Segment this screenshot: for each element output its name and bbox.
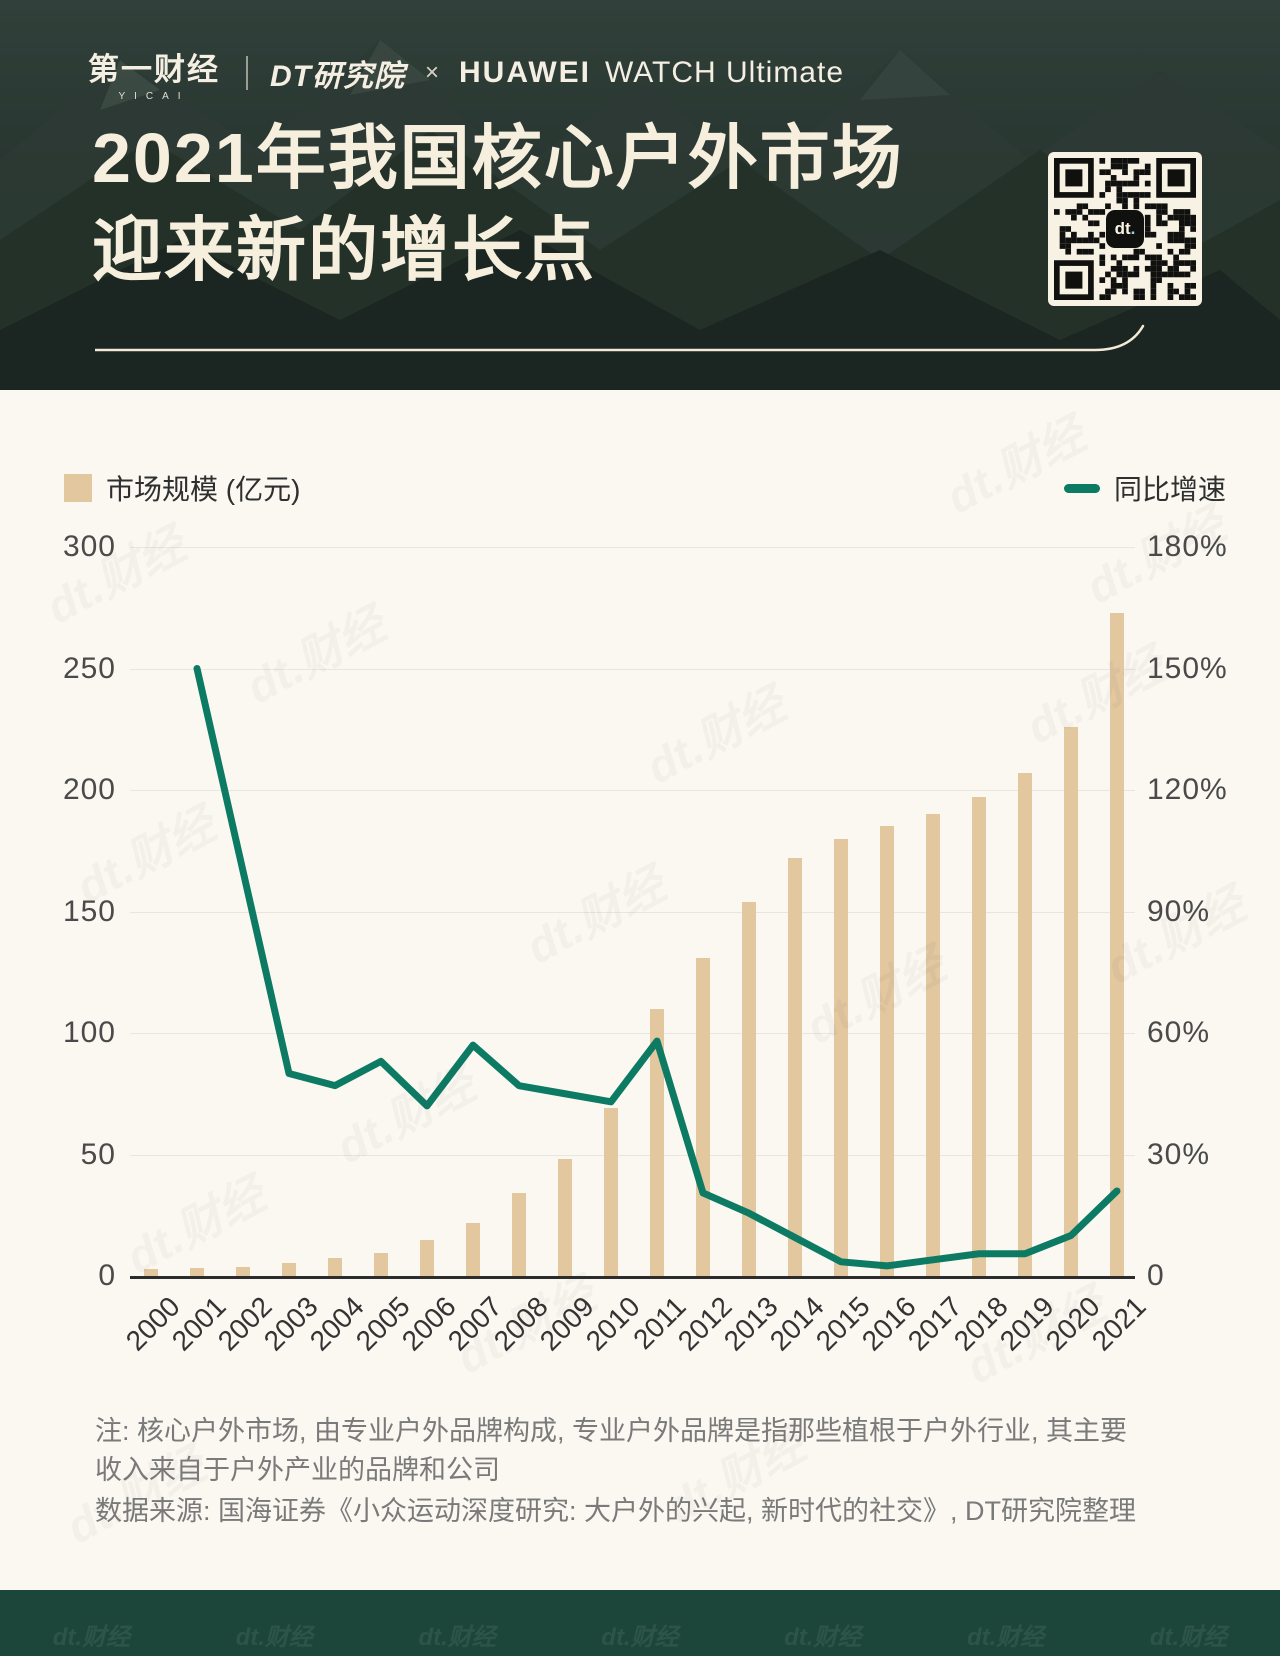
bar-2020: [1064, 726, 1078, 1276]
footnote-line-1: 注: 核心户外市场, 由专业户外品牌构成, 专业户外品牌是指那些植根于户外行业,…: [95, 1416, 1128, 1446]
footer-watermark-2: dt.财经: [418, 1624, 496, 1651]
left-axis-tick-50: 50: [80, 1137, 116, 1171]
bar-2018: [972, 797, 986, 1276]
line-legend-swatch: [1064, 483, 1100, 493]
huawei-product-name: WATCH Ultimate: [605, 56, 845, 89]
right-axis-tick-180%: 180%: [1147, 530, 1228, 563]
bar-2013: [742, 901, 756, 1276]
right-axis-tick-60%: 60%: [1147, 1016, 1211, 1049]
title-separator-line: [95, 324, 1145, 352]
gridline-200: [130, 790, 1135, 791]
qr-center-logo: dt.: [1106, 210, 1144, 248]
bar-2004: [328, 1258, 342, 1276]
left-axis-tick-300: 300: [62, 530, 116, 563]
bar-2010: [604, 1108, 618, 1276]
data-source: 数据来源: 国海证券《小众运动深度研究: 大户外的兴起, 新时代的社交》, DT…: [95, 1496, 1137, 1526]
footer-watermark-6: dt.财经: [1149, 1624, 1228, 1651]
left-axis-tick-250: 250: [62, 651, 116, 685]
left-axis-tick-100: 100: [62, 1016, 116, 1049]
footer-watermark-4: dt.财经: [784, 1624, 862, 1651]
logo-divider: [246, 56, 248, 90]
qr-pattern: [1054, 158, 1196, 300]
footer-watermark-5: dt.财经: [966, 1624, 1045, 1651]
bar-2011: [650, 1008, 664, 1276]
huawei-logo: HUAWEI: [459, 56, 592, 89]
bar-2016: [880, 826, 894, 1276]
bar-2002: [236, 1266, 250, 1276]
right-axis-tick-30%: 30%: [1147, 1137, 1211, 1171]
collab-cross-icon: ×: [425, 59, 440, 86]
footer-watermark-0: dt.财经: [52, 1624, 131, 1651]
bar-2015: [834, 838, 848, 1276]
bar-2008: [512, 1193, 526, 1276]
bar-2014: [788, 858, 802, 1276]
bar-2017: [926, 814, 940, 1276]
title-line-1: 2021年我国核心户外市场: [92, 119, 904, 197]
bar-legend-swatch: [64, 474, 92, 502]
bar-legend-label: 市场规模 (亿元): [106, 474, 301, 505]
qr-code: dt.: [1048, 152, 1202, 306]
bar-2007: [466, 1222, 480, 1276]
gridline-100: [130, 1033, 1135, 1034]
footer-watermark-1: dt.财经: [235, 1624, 313, 1651]
gridline-250: [130, 668, 1135, 670]
poster-title: 2021年我国核心户外市场 迎来新的增长点: [92, 112, 904, 296]
right-axis-tick-150%: 150%: [1147, 651, 1228, 685]
logo-row: 第一财经 YICAI DT研究院 × HUAWEI WATCH Ultimate: [88, 44, 844, 102]
bar-2000: [144, 1268, 158, 1276]
bar-2021: [1110, 612, 1124, 1276]
left-axis-tick-0: 0: [98, 1259, 116, 1292]
yicai-logo: 第一财经 YICAI: [88, 44, 220, 102]
gridline-150: [130, 911, 1135, 913]
left-axis-tick-200: 200: [62, 773, 116, 806]
yicai-logo-text: 第一财经: [88, 52, 220, 87]
right-axis-tick-120%: 120%: [1147, 773, 1228, 806]
footer-watermark-3: dt.财经: [601, 1624, 679, 1651]
footnote: 注: 核心户外市场, 由专业户外品牌构成, 专业户外品牌是指那些植根于户外行业,…: [95, 1412, 1155, 1490]
right-axis-tick-0: 0: [1147, 1259, 1165, 1292]
combo-chart: 300 180% 250 150% 200 120% 150 90% 100 60% 50 30% 0 0…: [0, 500, 1280, 1357]
x-axis-line: [130, 1276, 1135, 1279]
bar-2001: [190, 1267, 204, 1276]
bar-2009: [558, 1159, 572, 1276]
growth-rate-line: [193, 665, 1121, 1270]
header-banner: 第一财经 YICAI DT研究院 × HUAWEI WATCH Ultimate…: [0, 0, 1280, 390]
footer-band: dt.财经 dt.财经 dt.财经 dt.财经 dt.财经 dt.财经 dt.财经: [0, 1590, 1280, 1656]
left-axis-tick-150: 150: [62, 894, 116, 928]
line-legend-label: 同比增速: [1114, 474, 1227, 505]
bar-2003: [282, 1263, 296, 1276]
bar-2006: [420, 1239, 434, 1276]
bar-2019: [1018, 772, 1032, 1276]
legend-growth-rate: 同比增速: [1064, 468, 1226, 508]
yicai-logo-subtext: YICAI: [118, 91, 190, 102]
right-axis-tick-90%: 90%: [1147, 894, 1211, 928]
gridline-300: [130, 547, 1135, 548]
gridline-50: [130, 1154, 1135, 1156]
footnote-line-2: 收入来自于户外产业的品牌和公司: [95, 1455, 500, 1485]
dt-research-logo: DT研究院: [270, 60, 405, 93]
bar-2005: [374, 1252, 388, 1276]
legend-market-size: 市场规模 (亿元): [64, 468, 300, 508]
title-line-2: 迎来新的增长点: [92, 211, 596, 289]
